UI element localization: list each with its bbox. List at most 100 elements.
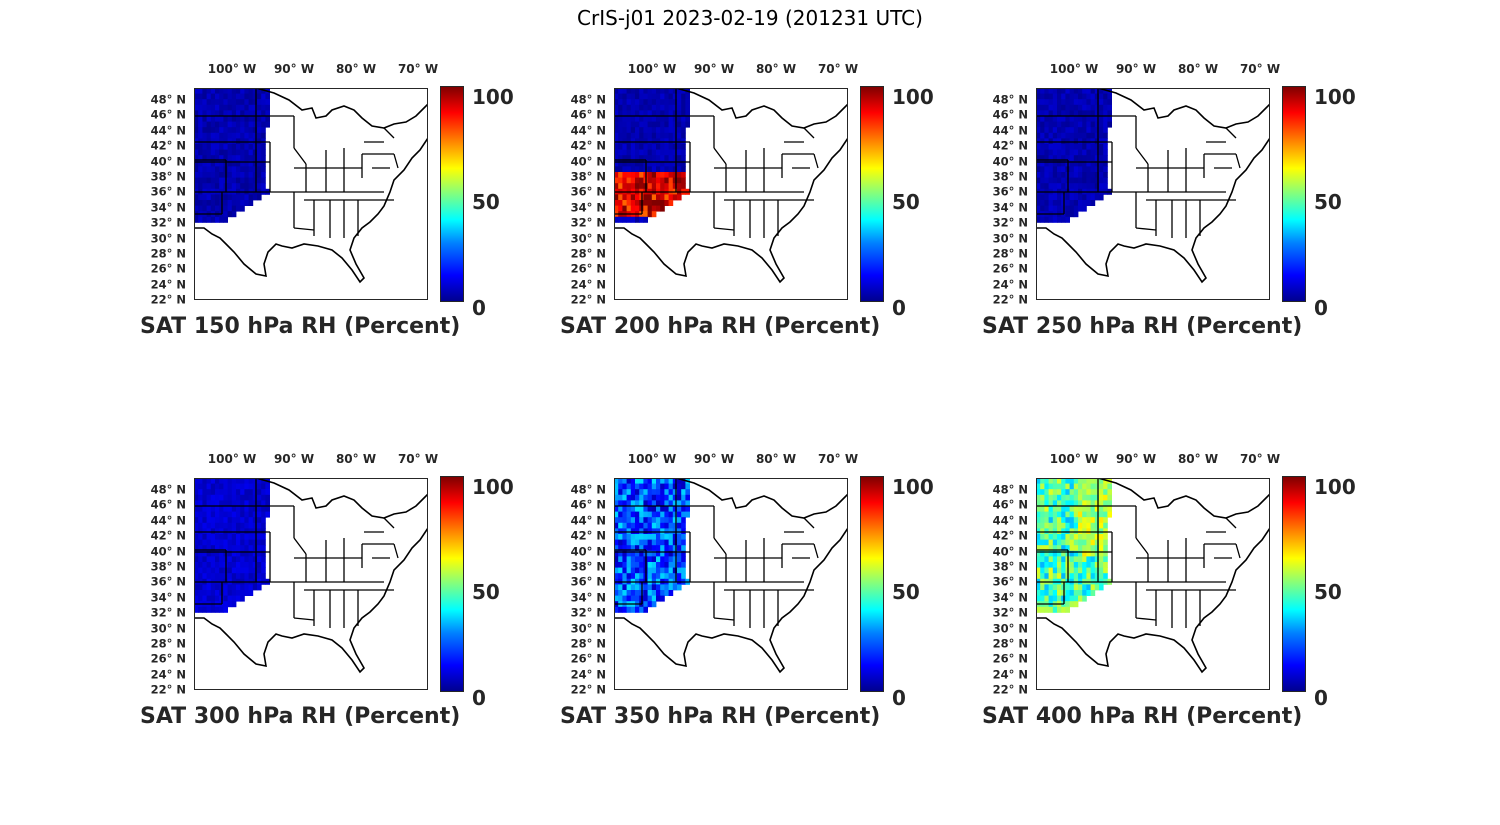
swath-cell	[202, 500, 207, 507]
swath-cell	[643, 116, 648, 122]
swath-cell	[635, 155, 640, 162]
swath-cell	[210, 93, 216, 100]
latitude-tick: 42° N	[570, 138, 606, 153]
swath-cell	[1040, 545, 1045, 552]
swath-cell	[681, 494, 686, 501]
swath-cell	[1086, 88, 1091, 94]
swath-cell	[1069, 132, 1075, 139]
swath-cell	[668, 177, 674, 184]
longitude-axis: 100° W 90° W 80° W 70° W	[620, 62, 860, 78]
swath-cell	[639, 606, 644, 613]
swath-cell	[643, 88, 648, 94]
longitude-tick: 70° W	[817, 452, 859, 466]
map-frame	[1036, 478, 1270, 690]
swath-cell	[614, 172, 619, 178]
swath-cell	[202, 517, 207, 524]
swath-cell	[656, 155, 661, 162]
swath-cell	[1086, 121, 1091, 128]
swath-cell	[635, 567, 640, 574]
swath-cell	[1052, 200, 1058, 206]
latitude-tick: 32° N	[992, 215, 1028, 230]
swath-cell	[635, 584, 640, 591]
swath-cell	[681, 110, 686, 117]
swath-cell	[672, 93, 678, 100]
swath-cell	[651, 483, 657, 490]
swath-cell	[223, 539, 228, 546]
swath-cell	[643, 149, 648, 156]
state-boundary	[383, 127, 395, 139]
swath-cell	[1094, 160, 1100, 167]
swath-cell	[677, 93, 682, 100]
swath-cell	[1040, 489, 1045, 496]
swath-cell	[1094, 562, 1100, 568]
swath-cell	[1078, 489, 1083, 496]
swath-cell	[664, 517, 669, 524]
swath-cell	[664, 573, 669, 580]
swath-cell	[1048, 144, 1054, 150]
swath-cell	[219, 606, 224, 613]
swath-cell	[223, 606, 228, 613]
swath-cell	[1065, 522, 1070, 529]
swath-cell	[660, 93, 665, 100]
swath-cell	[236, 500, 241, 507]
swath-cell	[614, 500, 619, 507]
swath-cell	[647, 116, 653, 122]
swath-cell	[1048, 517, 1054, 524]
swath-cell	[651, 595, 657, 602]
swath-cell	[635, 534, 640, 540]
swath-cell	[219, 127, 224, 134]
swath-cell	[647, 590, 653, 596]
swath-cell	[660, 584, 665, 591]
swath-cell	[227, 200, 233, 206]
swath-cell	[668, 144, 674, 150]
swath-cell	[1078, 144, 1083, 150]
swath-cell	[227, 104, 233, 111]
swath-cell	[1078, 132, 1083, 139]
swath-cell	[244, 590, 249, 596]
latitude-tick: 28° N	[992, 246, 1028, 261]
swath-cell	[236, 584, 241, 591]
swath-cell	[215, 511, 220, 518]
swath-cell	[240, 500, 245, 507]
swath-cell	[681, 172, 686, 178]
swath-cell	[1086, 478, 1091, 484]
swath-cell	[215, 110, 220, 117]
swath-cell	[198, 200, 203, 206]
state-boundary	[713, 617, 735, 621]
longitude-tick: 80° W	[1177, 452, 1219, 466]
swath-cell	[660, 177, 665, 184]
swath-cell	[1103, 517, 1108, 524]
latitude-tick: 42° N	[992, 138, 1028, 153]
swath-cell	[626, 116, 632, 122]
swath-cell	[227, 494, 233, 501]
swath-cell	[651, 194, 657, 201]
swath-cell	[223, 534, 228, 540]
swath-cell	[1061, 144, 1066, 150]
swath-cell	[643, 144, 648, 150]
swath-cell	[1090, 534, 1096, 540]
figure-title: CrIS-j01 2023-02-19 (201231 UTC)	[577, 6, 923, 30]
swath-cell	[1099, 160, 1104, 167]
swath-cell	[681, 104, 686, 111]
swath-cell	[1094, 534, 1100, 540]
swath-cell	[194, 132, 199, 139]
swath-cell	[215, 539, 220, 546]
swath-cell	[614, 149, 619, 156]
swath-cell	[1073, 160, 1079, 167]
swath-cell	[1107, 104, 1112, 111]
swath-cell	[202, 511, 207, 518]
swath-cell	[210, 478, 216, 484]
swath-cell	[219, 216, 224, 223]
swath-cell	[672, 567, 678, 574]
swath-cell	[1044, 494, 1049, 501]
swath-cell	[1048, 110, 1054, 117]
swath-cell	[677, 99, 682, 106]
swath-cell	[210, 127, 216, 134]
swath-cell	[1061, 506, 1066, 512]
swath-cell	[1086, 511, 1091, 518]
swath-cell	[1036, 483, 1041, 490]
swath-cell	[1082, 539, 1087, 546]
swath-cell	[257, 160, 262, 167]
swath-cell	[198, 132, 203, 139]
swath-cell	[647, 166, 653, 173]
